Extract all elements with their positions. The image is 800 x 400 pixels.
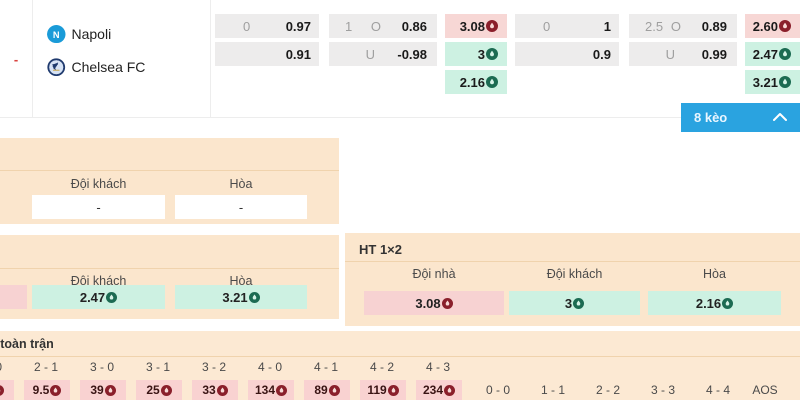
svg-text:N: N	[53, 29, 60, 39]
